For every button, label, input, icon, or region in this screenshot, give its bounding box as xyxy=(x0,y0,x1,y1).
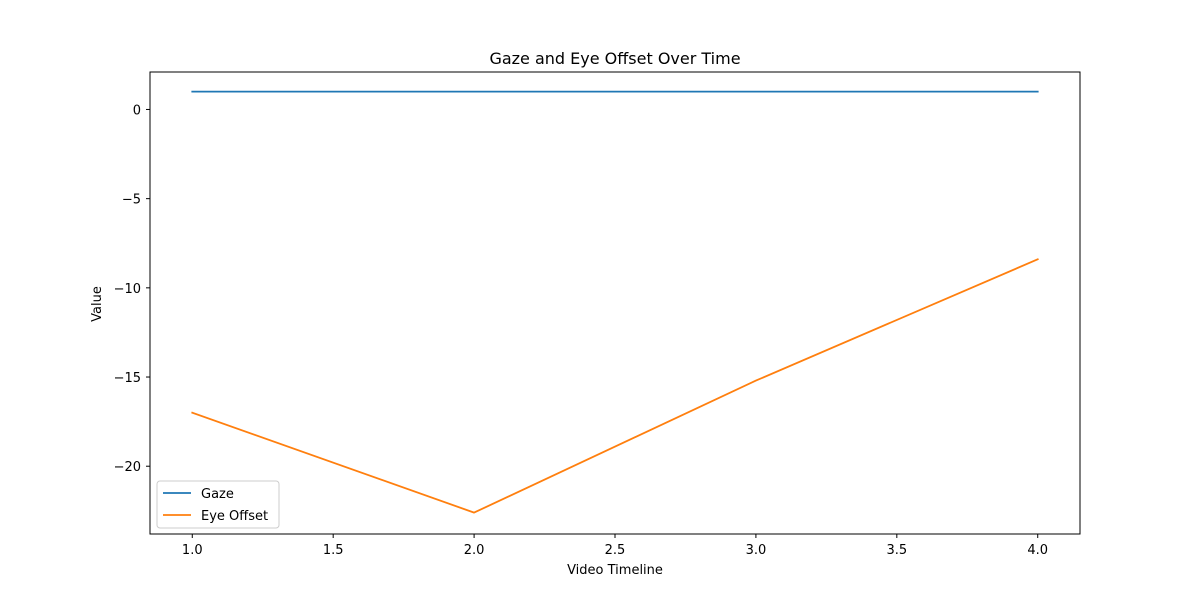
legend-label: Gaze xyxy=(201,487,234,502)
axes-frame xyxy=(149,71,1081,535)
x-tick-label: 2.5 xyxy=(605,543,626,558)
x-tick-label: 3.5 xyxy=(886,543,907,558)
y-tick-label: −10 xyxy=(114,282,141,297)
x-tick-label: 1.0 xyxy=(182,543,203,558)
legend-label: Eye Offset xyxy=(201,509,268,524)
x-axis-label: Video Timeline xyxy=(567,563,663,578)
plot-area: 1.0 1.5 2.0 2.5 3.0 3.5 4.0 0 −5 −10 −15 −20 Gaze Eye… xyxy=(114,71,1081,558)
y-tick-label: −15 xyxy=(114,371,141,386)
y-axis-label: Value xyxy=(90,286,105,322)
x-tick-label: 2.0 xyxy=(464,543,485,558)
x-tick-label: 1.5 xyxy=(323,543,344,558)
y-tick-label: −5 xyxy=(122,193,141,208)
y-tick-label: −20 xyxy=(114,460,141,475)
chart-title: Gaze and Eye Offset Over Time xyxy=(489,49,740,68)
series-line-eye-offset xyxy=(191,258,1039,514)
y-tick-label: 0 xyxy=(133,103,141,118)
x-tick-label: 4.0 xyxy=(1027,543,1048,558)
x-tick-label: 3.0 xyxy=(746,543,767,558)
